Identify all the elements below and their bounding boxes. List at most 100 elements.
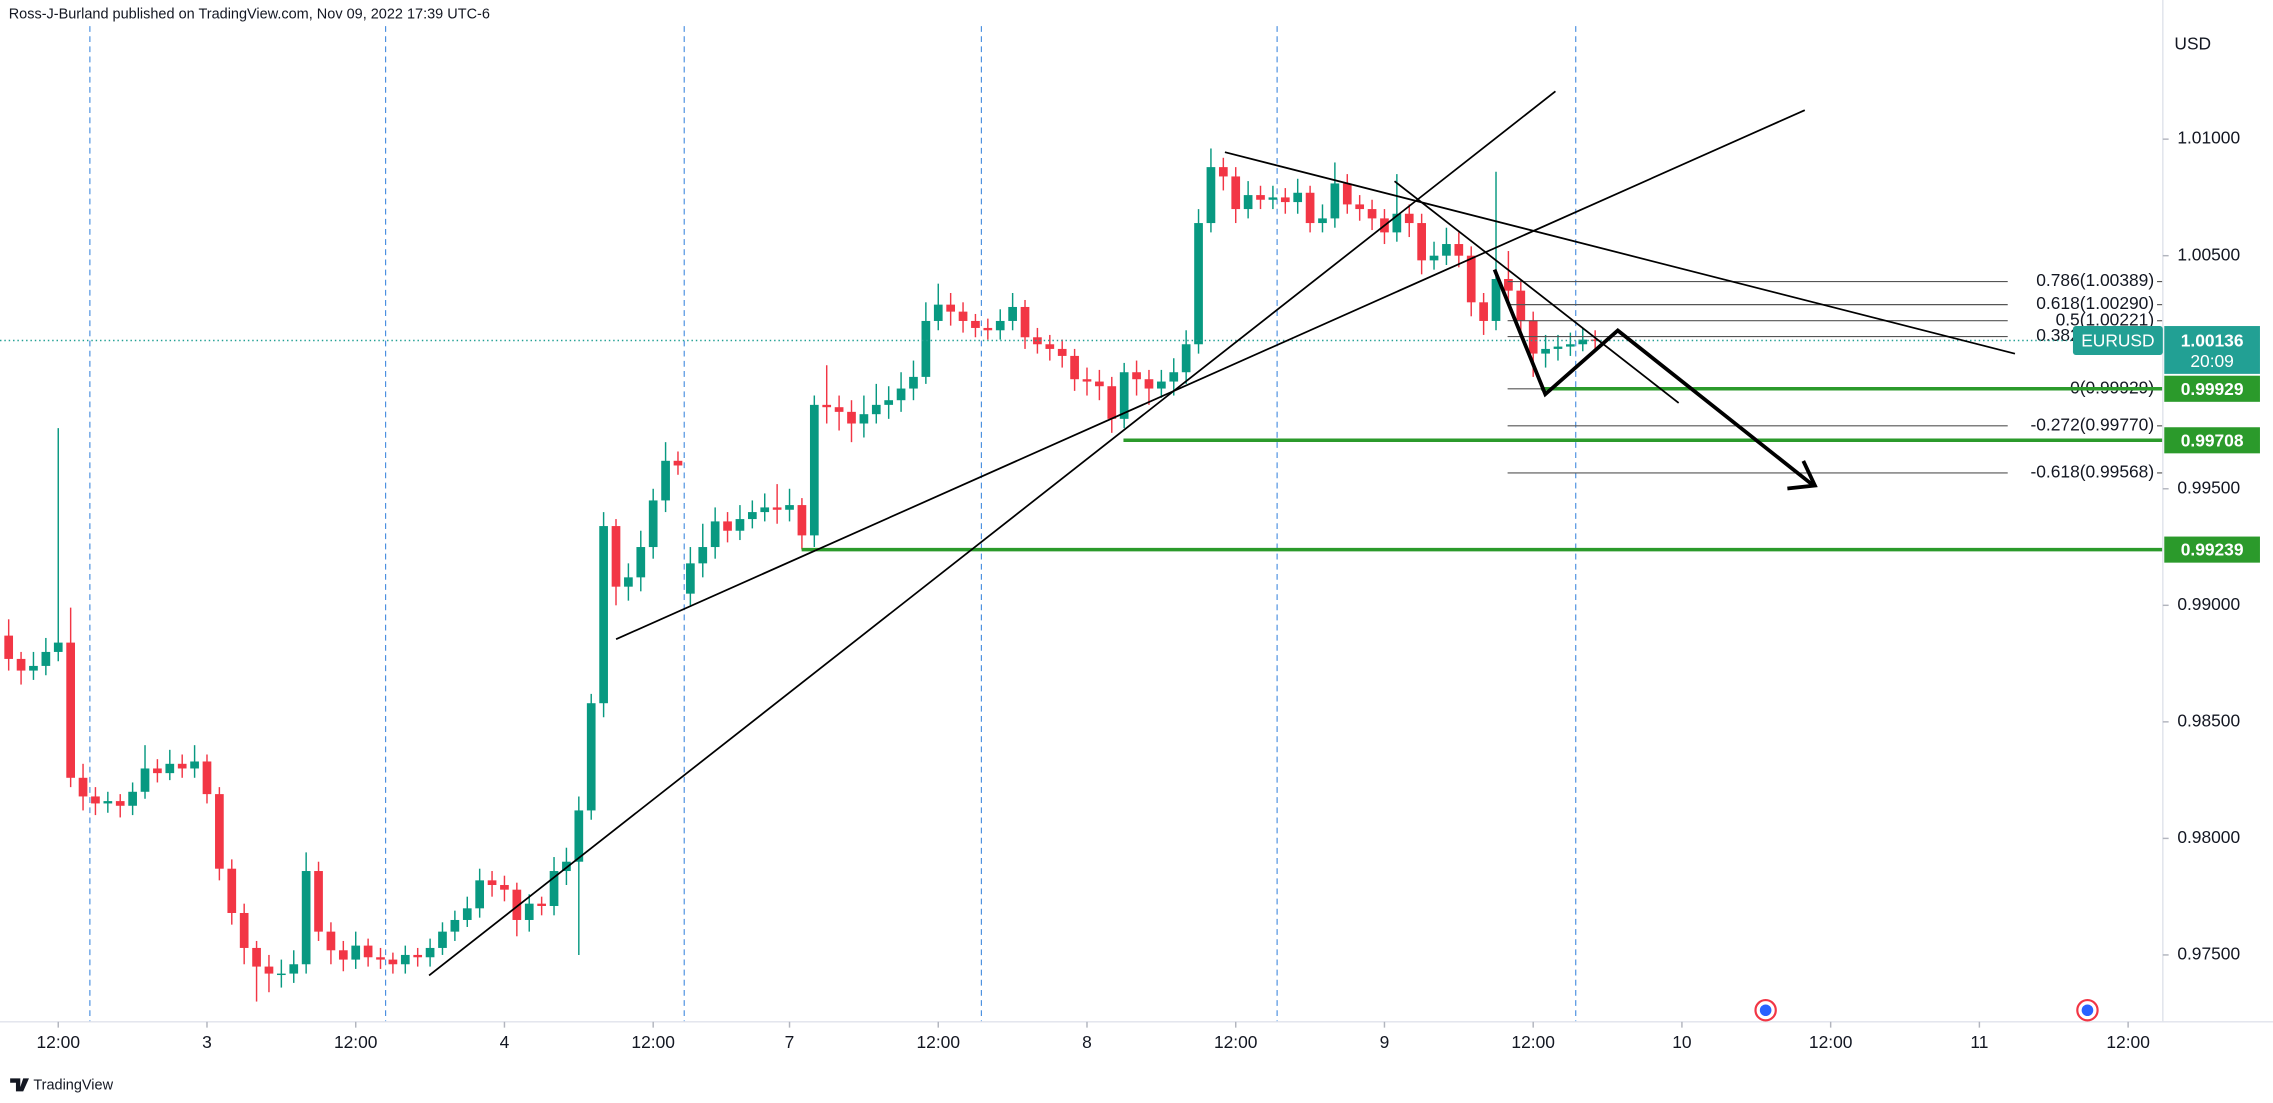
candle-body [252, 947, 261, 967]
candle-body [1442, 244, 1451, 256]
x-tick-label: 11 [1970, 1032, 1988, 1052]
x-tick-label: 12:00 [631, 1032, 674, 1052]
x-tick-label: 3 [202, 1032, 212, 1052]
candle-body [1095, 381, 1104, 387]
session-separators [89, 26, 1577, 1022]
candle-body [1218, 167, 1228, 177]
candle-body [227, 868, 237, 913]
candle-body [351, 945, 361, 960]
x-tick-label: 12:00 [37, 1032, 80, 1052]
x-tick-label: 9 [1380, 1032, 1390, 1052]
candle-body [1169, 372, 1179, 382]
fib-label: -0.618(0.99568) [2030, 462, 2154, 482]
x-tick-label: 12:00 [1809, 1032, 1852, 1052]
candle-body [586, 703, 596, 811]
candle-body [277, 973, 286, 976]
candle-body [190, 761, 199, 769]
y-tick-label: 0.97500 [2177, 944, 2240, 964]
candle-body [289, 964, 299, 974]
fib-label: -0.272(0.99770) [2030, 414, 2154, 434]
x-tick-label: 12:00 [1511, 1032, 1554, 1052]
candle-body [264, 966, 274, 974]
candle-body [933, 304, 943, 321]
candle-body [946, 304, 956, 312]
candle-body [66, 642, 75, 778]
level-tag-label: 0.99708 [2181, 430, 2244, 450]
candle-body [1355, 204, 1365, 210]
fib-label: 0.786(1.00389) [2036, 270, 2154, 290]
x-tick-label: 12:00 [2106, 1032, 2149, 1052]
candle-body [1008, 306, 1017, 321]
candle-body [115, 801, 125, 806]
candle-body [326, 931, 336, 951]
candle-body [314, 871, 323, 932]
candle-body [1157, 381, 1166, 389]
candle-body [921, 320, 931, 377]
candle-body [871, 404, 881, 415]
trendline [1393, 180, 1680, 404]
level-tag [2164, 427, 2260, 454]
candle-body [1578, 339, 1588, 345]
candle-body [809, 404, 819, 536]
candle-body [1070, 355, 1079, 380]
symbol-tag [2072, 326, 2163, 356]
candle-body [1268, 197, 1278, 200]
projection-path [1492, 268, 1815, 488]
candle-body [785, 505, 794, 510]
candle-body [239, 912, 249, 948]
candle-body [1119, 372, 1129, 419]
candle-body [215, 794, 224, 869]
candle-body [1566, 344, 1575, 347]
candle-body [1516, 290, 1526, 321]
event-icon [2081, 1004, 2094, 1017]
candle-body [847, 411, 856, 424]
candle-body [140, 768, 150, 792]
candle-body [165, 763, 175, 774]
candle-body [648, 500, 658, 548]
candle-body [1194, 223, 1203, 345]
candle-body [1181, 344, 1191, 373]
currency: USD [2174, 34, 2211, 54]
drawings [428, 90, 2016, 977]
candle-body [450, 919, 460, 932]
candle-body [1293, 192, 1303, 203]
candle-body [1528, 320, 1538, 354]
candle-body [958, 311, 968, 321]
candle-body [698, 547, 708, 564]
event-icons [1754, 999, 2099, 1022]
x-tick-label: 12:00 [334, 1032, 377, 1052]
candle-body [1256, 195, 1265, 200]
candle-body [636, 547, 646, 578]
candle-body [1429, 255, 1439, 261]
candle-body [16, 658, 26, 671]
candle-body [475, 880, 485, 909]
y-tick-label: 0.99000 [2177, 594, 2240, 614]
candle-body [1491, 278, 1501, 321]
header: Ross-J-Burland published on TradingView.… [9, 6, 490, 22]
candle-body [363, 945, 373, 958]
candle-body [1107, 386, 1117, 419]
candle-body [425, 947, 435, 958]
candle-body [487, 880, 497, 886]
candle-body [400, 954, 410, 965]
y-tick-label: 1.00500 [2177, 244, 2240, 264]
candle-body [884, 400, 894, 405]
candle-body [549, 871, 559, 906]
candle-body [797, 505, 807, 536]
candle-body [983, 327, 993, 331]
candle-body [438, 931, 447, 948]
candle-body [1454, 244, 1464, 256]
arrow-head [1787, 460, 1818, 491]
candle-body [1132, 372, 1141, 380]
candle-body [686, 563, 695, 594]
plot: 0.786(1.00389) 0.618(1.00290)0.5(1.00221)… [0, 148, 2163, 1002]
x-tick-label: 7 [785, 1032, 795, 1052]
candle-body [599, 526, 608, 704]
candle-body [772, 507, 782, 510]
candle-body [710, 521, 720, 548]
candle-body [562, 861, 571, 872]
symbol-tag-label: EURUSD [2081, 331, 2154, 351]
candle-body [909, 376, 918, 389]
candle-body [896, 388, 906, 401]
